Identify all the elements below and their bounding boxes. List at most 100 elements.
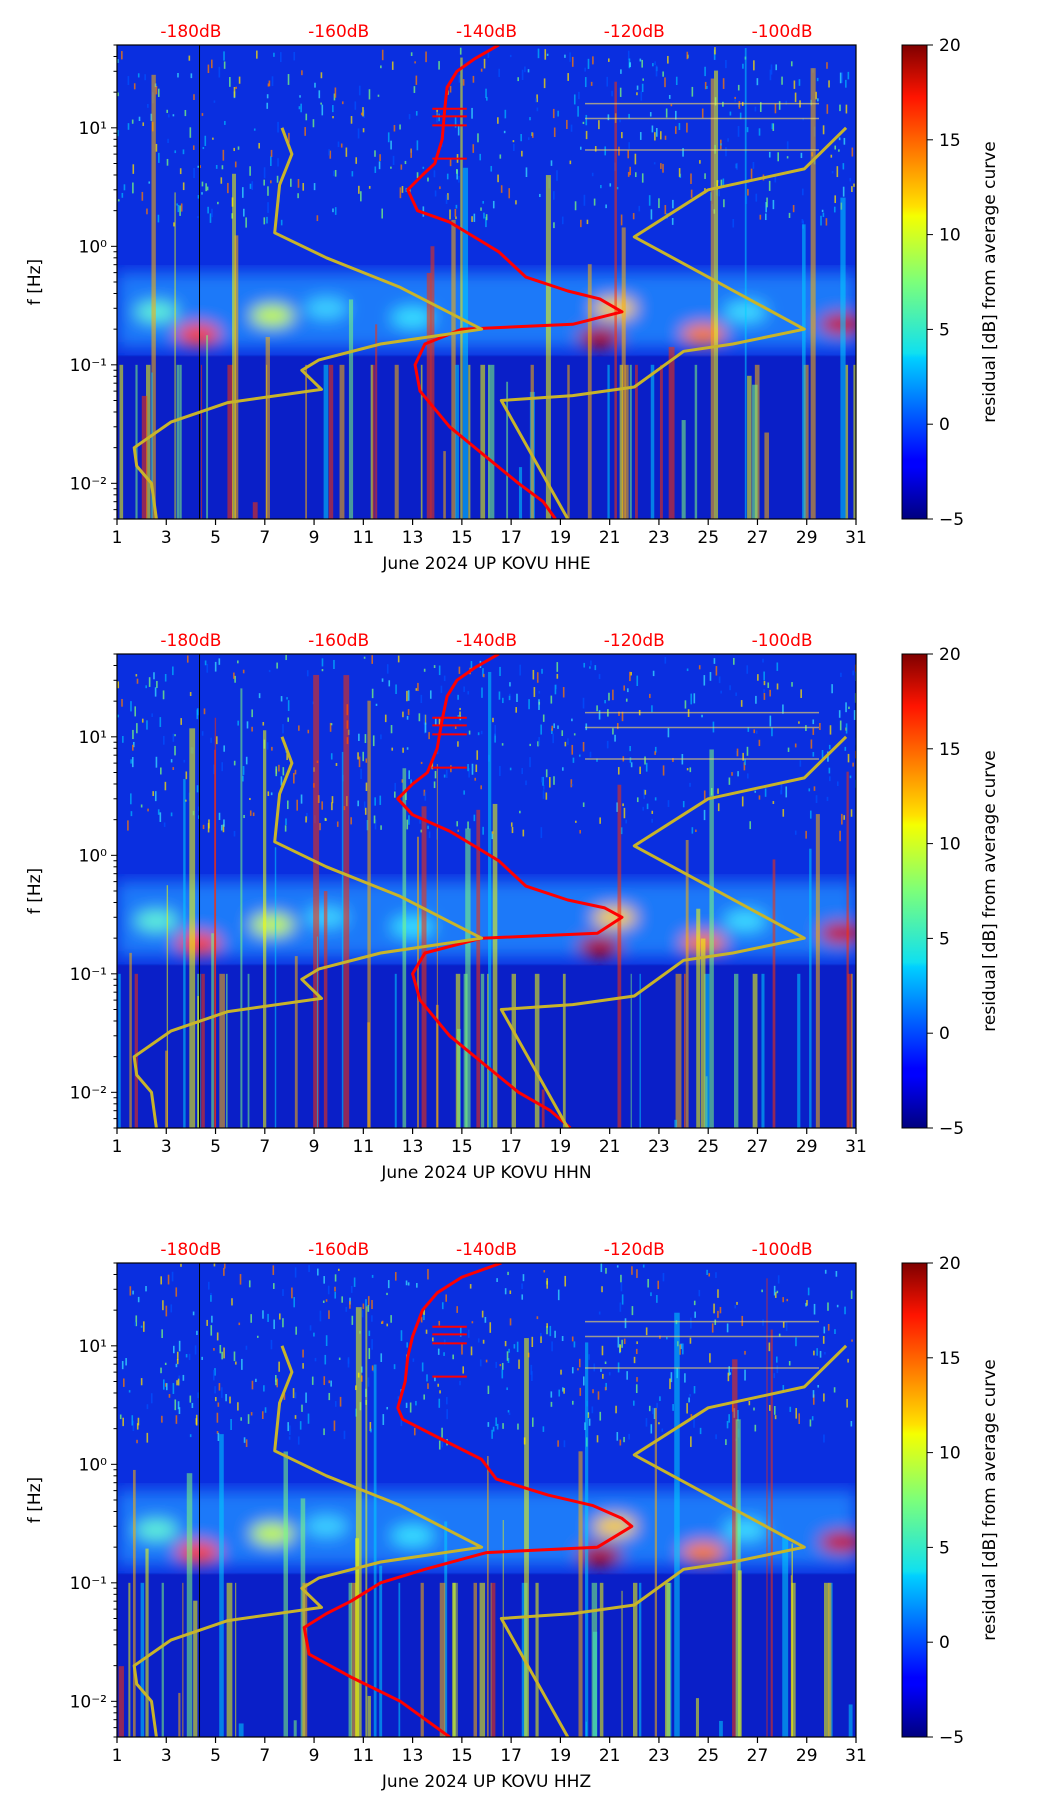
streak — [252, 502, 258, 519]
streak — [782, 1536, 789, 1737]
streak — [518, 467, 523, 519]
colorbar-label: residual [dB] from average curve — [980, 1359, 1000, 1640]
x-tick-label: 3 — [161, 528, 172, 548]
x-tick-label: 21 — [599, 1746, 621, 1766]
streak — [161, 1582, 164, 1737]
y-axis: 10⁻² 10⁻¹ 10⁰ 10¹ — [70, 44, 117, 520]
streak — [343, 675, 350, 1128]
db-scale-label: -180dB — [160, 631, 221, 651]
streak — [165, 1050, 168, 1128]
streak — [685, 840, 689, 1128]
streak — [696, 908, 701, 1128]
event-blob — [390, 915, 435, 938]
streak — [372, 364, 375, 519]
streak — [578, 1451, 583, 1737]
colorbar-tick-label: −5 — [939, 1119, 964, 1139]
microseism-band — [117, 272, 856, 349]
x-tick-label: 25 — [697, 1746, 719, 1766]
x-tick-label: 7 — [259, 1137, 270, 1157]
x-axis: 1 3 5 7 9 11 13 15 17 19 21 23 25 27 29 31 — [112, 1737, 867, 1766]
streak — [809, 848, 812, 1128]
streak — [770, 1329, 773, 1737]
streak — [355, 1538, 360, 1737]
low-frequency-band — [117, 964, 856, 1128]
db-scale-label: -100dB — [752, 22, 813, 42]
streak — [752, 384, 758, 519]
streak — [166, 885, 169, 1128]
streak — [219, 1434, 224, 1737]
event-blob — [819, 313, 856, 336]
x-tick-label: 23 — [648, 1746, 670, 1766]
streak — [394, 364, 399, 519]
microseism-band — [117, 1490, 856, 1567]
streak — [629, 364, 632, 519]
low-frequency-band — [117, 355, 856, 519]
streak — [487, 973, 489, 1128]
db-scale-label: -120dB — [604, 631, 665, 651]
x-axis-label: June 2024 UP KOVU HHN — [380, 1163, 591, 1183]
spectrogram-plot — [117, 654, 856, 1128]
event-blob — [250, 1522, 295, 1545]
streak — [486, 1456, 489, 1737]
event-blob — [577, 935, 622, 958]
streak — [614, 81, 617, 519]
colorbar: −5 0 5 10 15 20 residual [dB] from average cur… — [901, 645, 1000, 1139]
streak — [265, 336, 270, 519]
streak — [710, 78, 715, 519]
streak — [118, 973, 121, 1128]
x-tick-label: 29 — [796, 1137, 818, 1157]
x-tick-label: 9 — [309, 1746, 320, 1766]
streak — [141, 395, 148, 519]
streak — [189, 728, 196, 1128]
streak — [846, 771, 849, 1128]
streak — [704, 973, 710, 1128]
colorbar-tick-label: 20 — [939, 645, 961, 665]
streak — [373, 1364, 377, 1737]
event-blob — [390, 1524, 435, 1547]
streak — [201, 973, 205, 1128]
streak — [479, 1582, 486, 1737]
streak — [420, 1582, 424, 1737]
streak — [178, 1692, 181, 1737]
colorbar-tick-label: 15 — [939, 131, 961, 151]
streak — [491, 1582, 496, 1737]
streak — [847, 973, 852, 1128]
streak — [654, 1407, 658, 1737]
streak — [633, 1582, 638, 1737]
streak — [186, 1473, 193, 1737]
x-tick-label: 11 — [353, 1746, 375, 1766]
streak — [541, 1089, 545, 1128]
y-axis-label: f [Hz] — [25, 1477, 45, 1523]
x-tick-label: 5 — [210, 1746, 221, 1766]
streak — [545, 175, 551, 519]
streak — [828, 1582, 832, 1737]
db-scale-label: -160dB — [308, 1240, 369, 1260]
colorbar-tick-label: −5 — [939, 1728, 964, 1748]
streak — [635, 364, 638, 519]
streak — [802, 224, 806, 519]
streak — [451, 219, 456, 519]
colorbar-tick-label: 5 — [939, 929, 950, 949]
streak — [367, 700, 371, 1128]
noise-model-curve-left — [132, 736, 484, 1128]
noise-model-curve-right — [499, 735, 848, 1128]
streak — [714, 70, 719, 519]
db-scale-label: -180dB — [160, 1240, 221, 1260]
x-tick-label: 19 — [550, 1746, 572, 1766]
x-tick-label: 5 — [210, 528, 221, 548]
streak — [367, 1695, 371, 1737]
event-blob — [176, 932, 221, 955]
x-tick-label: 23 — [648, 528, 670, 548]
x-tick-label: 27 — [747, 1746, 769, 1766]
streak — [530, 364, 534, 519]
streak — [274, 847, 277, 1128]
colorbar-tick-label: −5 — [939, 510, 964, 530]
colorbar-label: residual [dB] from average curve — [980, 750, 1000, 1031]
x-tick-label: 1 — [112, 1746, 123, 1766]
streak — [845, 364, 849, 519]
db-scale-label: -120dB — [604, 22, 665, 42]
streak — [439, 1582, 446, 1737]
db-scale-label: -100dB — [752, 631, 813, 651]
colorbar-tick-label: 5 — [939, 320, 950, 340]
